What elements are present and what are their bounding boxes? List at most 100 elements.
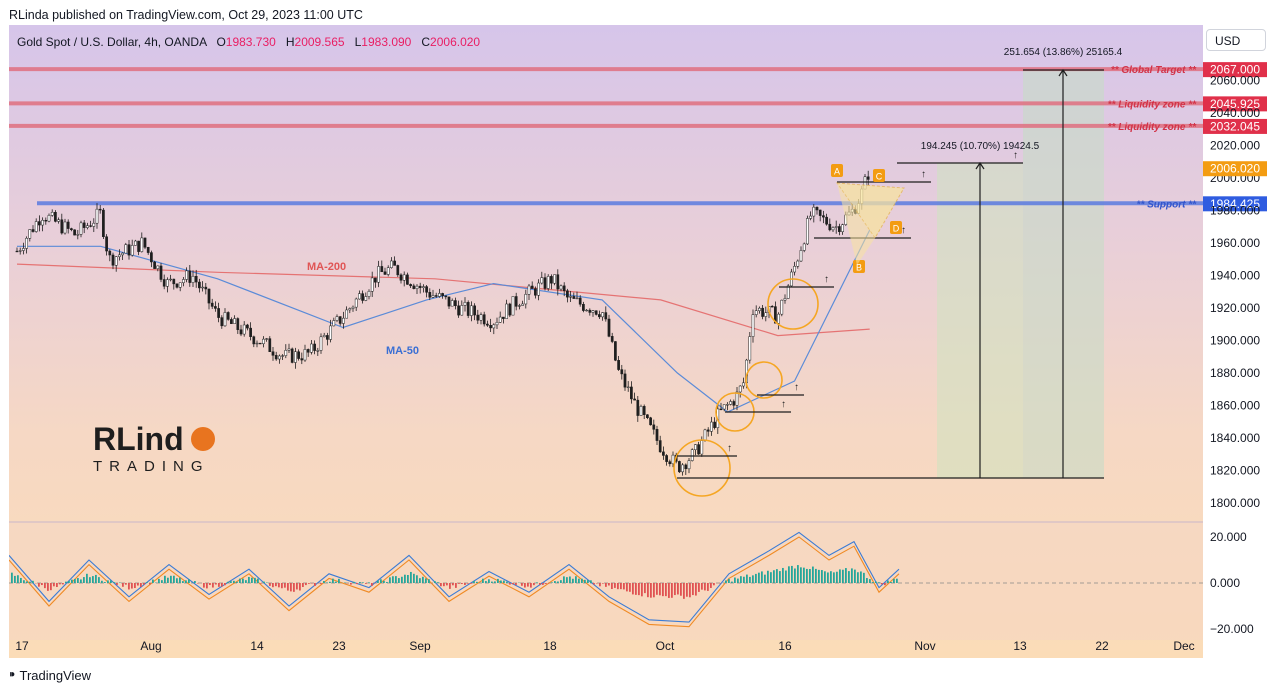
- histogram-bar: [734, 577, 736, 583]
- logo-text: RLind: [93, 421, 184, 457]
- candle-body: [681, 464, 684, 473]
- candle-body: [754, 310, 758, 315]
- x-tick-label: Nov: [914, 639, 935, 653]
- candle-body: [479, 314, 483, 321]
- histogram-bar: [884, 583, 886, 586]
- candle-body: [370, 277, 374, 292]
- candle-body: [303, 349, 307, 361]
- histogram-bar: [728, 578, 730, 583]
- candle-body: [406, 274, 409, 285]
- candle-body: [354, 298, 358, 308]
- histogram-bar: [104, 582, 106, 583]
- histogram-bar: [164, 575, 166, 583]
- histogram-bar: [524, 583, 526, 588]
- current-price-tag: [1203, 161, 1267, 177]
- histogram-bar: [113, 582, 115, 583]
- candle-body: [329, 325, 332, 340]
- histogram-bar: [293, 583, 295, 592]
- candle-body: [297, 351, 300, 359]
- price-scale[interactable]: 2067.000 2045.925 2032.045 1984.425 1800.000…: [1203, 25, 1271, 658]
- highlight-circle[interactable]: [745, 361, 783, 399]
- histogram-bar: [221, 583, 223, 587]
- x-tick-label: Oct: [656, 639, 675, 653]
- histogram-bar: [80, 579, 82, 583]
- histogram-bar: [215, 583, 217, 585]
- candle-body: [92, 222, 96, 227]
- candle-body: [514, 296, 518, 307]
- histogram-bar: [614, 583, 616, 588]
- candle-body: [300, 358, 304, 361]
- candle-body: [422, 286, 425, 288]
- histogram-bar: [560, 580, 562, 583]
- candle-body: [57, 219, 60, 222]
- histogram-bar: [767, 570, 769, 583]
- candle-body: [364, 296, 368, 301]
- histogram-bar: [299, 583, 301, 591]
- up-arrow-icon: ↑: [921, 169, 926, 180]
- projection-label: 251.654 (13.86%) 25165.4: [1004, 47, 1123, 58]
- histogram-bar: [194, 581, 196, 583]
- histogram-bar: [410, 571, 412, 583]
- candle-body: [828, 223, 832, 231]
- candle-body: [70, 228, 73, 231]
- histogram-bar: [116, 583, 118, 586]
- histogram-bar: [284, 583, 286, 588]
- candle-body: [246, 324, 249, 329]
- tradingview-brand[interactable]: ⁍ TradingView: [9, 667, 91, 683]
- histogram-bar: [641, 583, 643, 597]
- candle-body: [607, 318, 611, 337]
- candle-body: [527, 285, 531, 295]
- candle-body: [418, 285, 422, 288]
- histogram-bar: [638, 583, 640, 596]
- histogram-bar: [467, 583, 469, 584]
- pattern-point-label: B: [856, 263, 862, 273]
- histogram-bar: [260, 583, 262, 584]
- histogram-bar: [47, 583, 49, 591]
- histogram-bar: [356, 583, 358, 585]
- histogram-bar: [26, 581, 28, 583]
- histogram-bar: [797, 565, 799, 583]
- histogram-bar: [521, 583, 523, 586]
- highlight-circle[interactable]: [767, 278, 819, 330]
- candle-body: [242, 324, 246, 335]
- open-value: 1983.730: [225, 35, 276, 49]
- candle-body: [818, 209, 822, 216]
- candle-body: [111, 254, 115, 266]
- histogram-bar: [23, 580, 25, 583]
- histogram-bar: [89, 577, 91, 583]
- histogram-bar: [95, 574, 97, 583]
- histogram-bar: [821, 570, 823, 583]
- price-chart[interactable]: ** Global Target ** ** Liquidity zone ** *…: [9, 25, 1203, 658]
- histogram-bar: [683, 583, 685, 599]
- histogram-bar: [869, 579, 871, 583]
- histogram-bar: [416, 575, 418, 583]
- candle-body: [50, 212, 54, 216]
- candle-body: [530, 285, 534, 289]
- level-label: ** Global Target **: [1111, 65, 1197, 76]
- candle-body: [73, 229, 76, 236]
- histogram-bar: [812, 566, 814, 583]
- highlight-circle[interactable]: [673, 439, 731, 497]
- histogram-bar: [365, 583, 367, 584]
- candle-body: [809, 215, 812, 219]
- ma-200-line: [16, 263, 870, 337]
- chart-area[interactable]: ** Global Target ** ** Liquidity zone ** *…: [9, 25, 1203, 658]
- histogram-bar: [203, 583, 205, 588]
- candle-body: [825, 216, 828, 225]
- candle-body: [44, 219, 48, 222]
- histogram-bar: [404, 574, 406, 583]
- candle-body: [332, 320, 336, 327]
- candle-body: [34, 221, 38, 232]
- x-tick-label: 22: [1095, 639, 1109, 653]
- histogram-bar: [482, 578, 484, 583]
- histogram-bar: [50, 583, 52, 591]
- histogram-bar: [854, 569, 856, 583]
- up-arrow-icon: ↑: [824, 274, 829, 285]
- histogram-bar: [512, 583, 514, 585]
- candle-body: [265, 338, 268, 340]
- candle-body: [553, 274, 556, 284]
- candle-body: [127, 244, 131, 256]
- candle-body: [735, 391, 739, 406]
- currency-button[interactable]: USD: [1206, 29, 1266, 51]
- histogram-bar: [158, 578, 160, 583]
